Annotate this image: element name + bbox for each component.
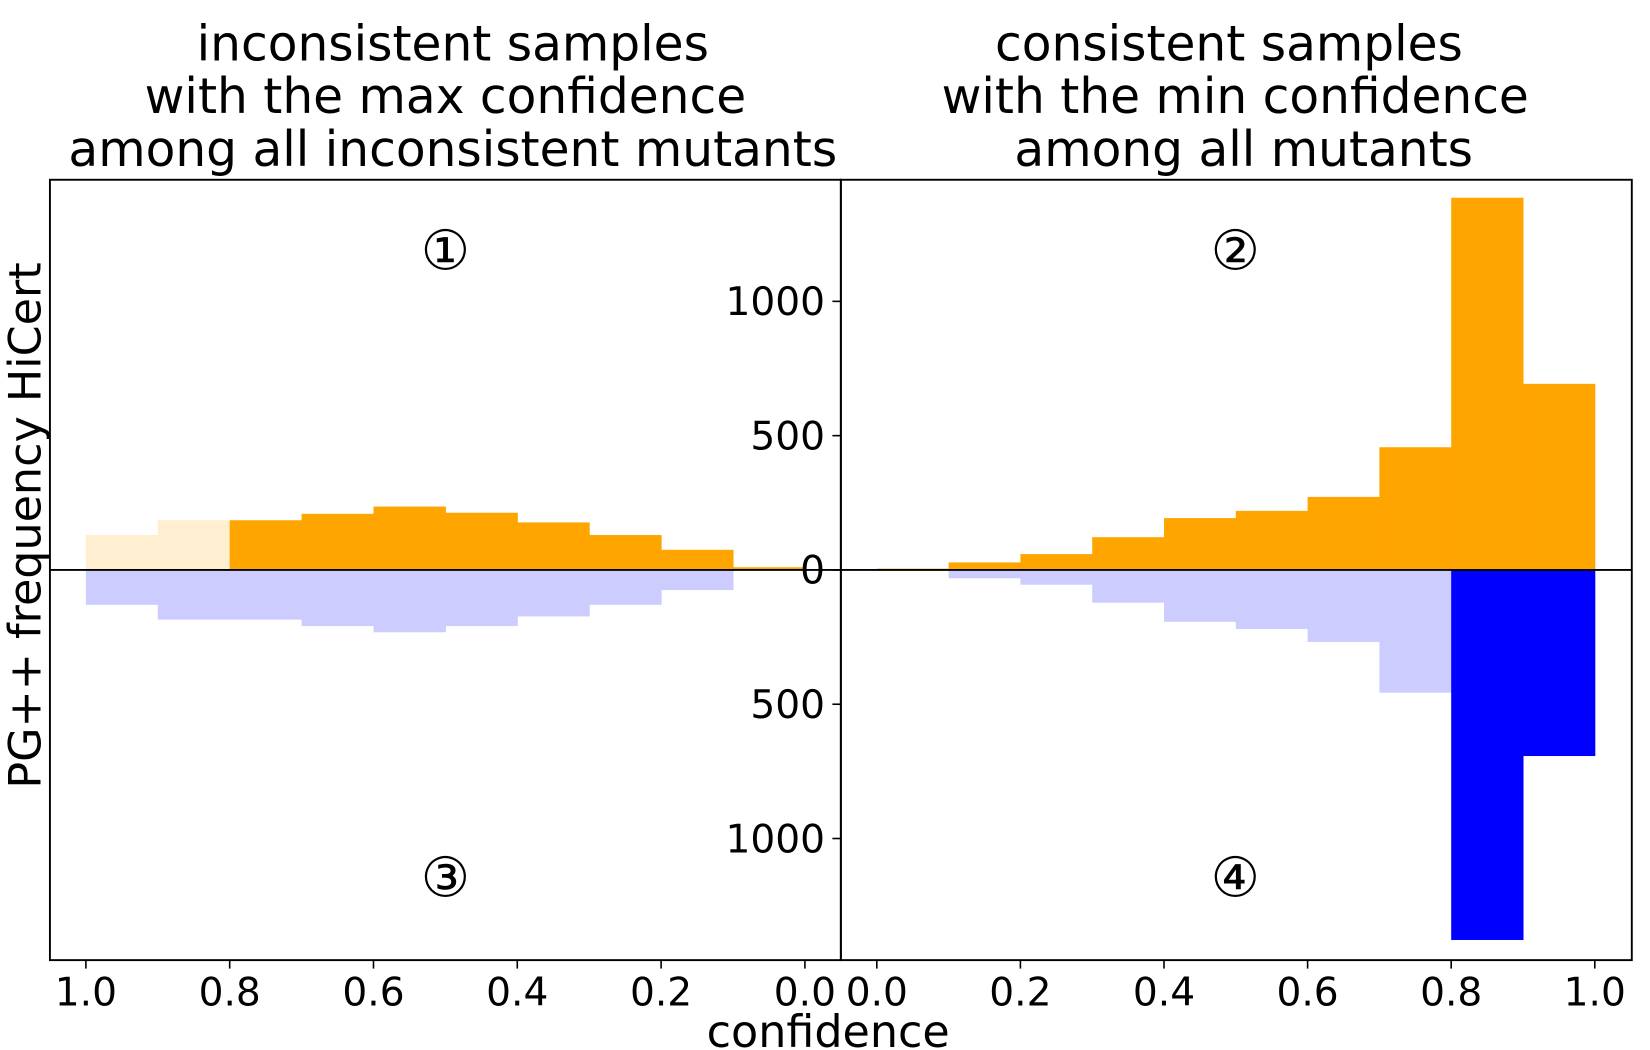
y-tick-label: 1000 <box>725 280 825 325</box>
bars-layer <box>85 197 1596 940</box>
bar-bottom-pgpp <box>1379 569 1452 693</box>
bar-top-hicert <box>1020 554 1093 570</box>
y-tick-label: 1000 <box>725 817 825 862</box>
bar-top-hicert <box>948 562 1021 570</box>
x-tick-label: 1.0 <box>1564 971 1626 1016</box>
bar-bottom-pgpp <box>157 569 231 620</box>
bar-bottom-pgpp <box>1451 569 1524 940</box>
bar-top-hicert <box>301 513 375 570</box>
bar-bottom-pgpp <box>85 569 159 605</box>
bar-top-hicert <box>1451 197 1524 570</box>
bar-bottom-pgpp <box>1235 569 1309 630</box>
bar-top-hicert <box>1092 537 1165 570</box>
right-title-line2: with the min confidence <box>942 69 1529 125</box>
bar-bottom-pgpp <box>1092 569 1165 603</box>
bar-bottom-pgpp <box>517 569 590 617</box>
axes-frames <box>48 178 1633 962</box>
bar-bottom-pgpp <box>301 569 375 627</box>
bar-top-hicert <box>517 522 590 570</box>
bar-top-hicert <box>1522 383 1596 570</box>
x-tick-label: 0.4 <box>486 971 548 1016</box>
y-tick-label: 0 <box>800 549 825 594</box>
x-tick-label: 1.0 <box>55 971 117 1016</box>
bar-bottom-pgpp <box>948 569 1021 579</box>
y-axis-label: PG++ frequency HiCert <box>0 262 51 788</box>
y-tick-label: 500 <box>750 683 825 728</box>
bar-bottom-pgpp <box>1522 569 1596 757</box>
x-axis-label: confidence <box>707 1007 950 1050</box>
bar-top-hicert <box>1379 447 1452 570</box>
y-tick-label: 500 <box>750 414 825 459</box>
bar-bottom-pgpp <box>445 569 518 627</box>
right-title-line3: among all mutants <box>1014 122 1473 178</box>
x-tick-label: 0.2 <box>989 971 1051 1016</box>
y-ticks: 1000 500 0 500 1000 <box>725 280 825 862</box>
x-tick-label: 0.0 <box>774 971 836 1016</box>
bar-top-hicert <box>1164 518 1237 570</box>
bar-top-hicert <box>229 520 303 570</box>
bar-top-hicert <box>1307 496 1380 570</box>
x-tick-label: 0.8 <box>1420 971 1482 1016</box>
x-tick-label: 0.8 <box>199 971 261 1016</box>
annotation-3: ③ <box>421 846 470 910</box>
bar-top-hicert <box>445 512 518 570</box>
x-tick-label: 0.6 <box>342 971 404 1016</box>
bar-top-hicert <box>157 520 231 570</box>
bar-bottom-pgpp <box>229 569 303 620</box>
annotation-2: ② <box>1211 219 1260 283</box>
bar-bottom-pgpp <box>1307 569 1380 642</box>
left-title-line1: inconsistent samples <box>197 16 709 72</box>
bar-bottom-pgpp <box>589 569 662 605</box>
bar-bottom-pgpp <box>1164 569 1237 622</box>
right-title-line1: consistent samples <box>995 16 1463 72</box>
annotation-4: ④ <box>1211 846 1260 910</box>
annotation-1: ① <box>421 219 470 283</box>
bar-bottom-pgpp <box>1020 569 1093 585</box>
left-title-line3: among all inconsistent mutants <box>68 122 837 178</box>
bar-bottom-pgpp <box>373 569 446 633</box>
x-ticks: 1.0 0.8 0.6 0.4 0.2 0.0 0.0 0.2 0.4 0.6 0.8 1.0 <box>55 960 1626 1016</box>
x-tick-label: 0.6 <box>1276 971 1338 1016</box>
bar-top-hicert <box>373 506 446 570</box>
bar-top-hicert <box>733 567 806 570</box>
left-title-line2: with the max confidence <box>145 69 746 125</box>
x-tick-label: 0.2 <box>630 971 692 1016</box>
bar-top-hicert <box>661 549 734 570</box>
bar-top-hicert <box>85 535 159 570</box>
x-tick-label: 0.0 <box>846 971 908 1016</box>
x-tick-label: 0.4 <box>1133 971 1195 1016</box>
bar-bottom-pgpp <box>661 569 734 591</box>
bar-top-hicert <box>1235 510 1309 570</box>
bar-top-hicert <box>589 535 662 570</box>
